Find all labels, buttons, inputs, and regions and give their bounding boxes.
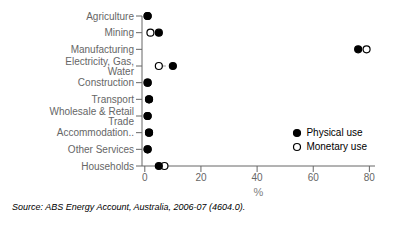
svg-text:Mining: Mining — [105, 27, 134, 38]
html-text:Monetary use: Monetary use — [306, 141, 367, 152]
svg-text:0: 0 — [142, 172, 148, 183]
svg-text:40: 40 — [252, 172, 264, 183]
svg-text:%: % — [254, 186, 264, 198]
svg-text:80: 80 — [364, 172, 376, 183]
html-text:Physical use: Physical use — [306, 127, 363, 138]
svg-text:Construction: Construction — [78, 77, 134, 88]
svg-text:Accommodation..: Accommodation.. — [57, 127, 134, 138]
svg-text:Households: Households — [81, 161, 134, 172]
svg-text:Electricity, Gas,Water: Electricity, Gas,Water — [65, 56, 134, 77]
svg-text:20: 20 — [195, 172, 207, 183]
svg-text:60: 60 — [308, 172, 320, 183]
svg-text:Other Services: Other Services — [68, 144, 134, 155]
svg-text:Wholesale & RetailTrade: Wholesale & RetailTrade — [50, 106, 135, 127]
svg-text:Agriculture: Agriculture — [86, 11, 134, 22]
svg-text:Manufacturing: Manufacturing — [71, 44, 134, 55]
html-text:Source: ABS Energy Account, Au: Source: ABS Energy Account, Australia, 2… — [12, 202, 246, 212]
svg-text:Transport: Transport — [92, 94, 135, 105]
